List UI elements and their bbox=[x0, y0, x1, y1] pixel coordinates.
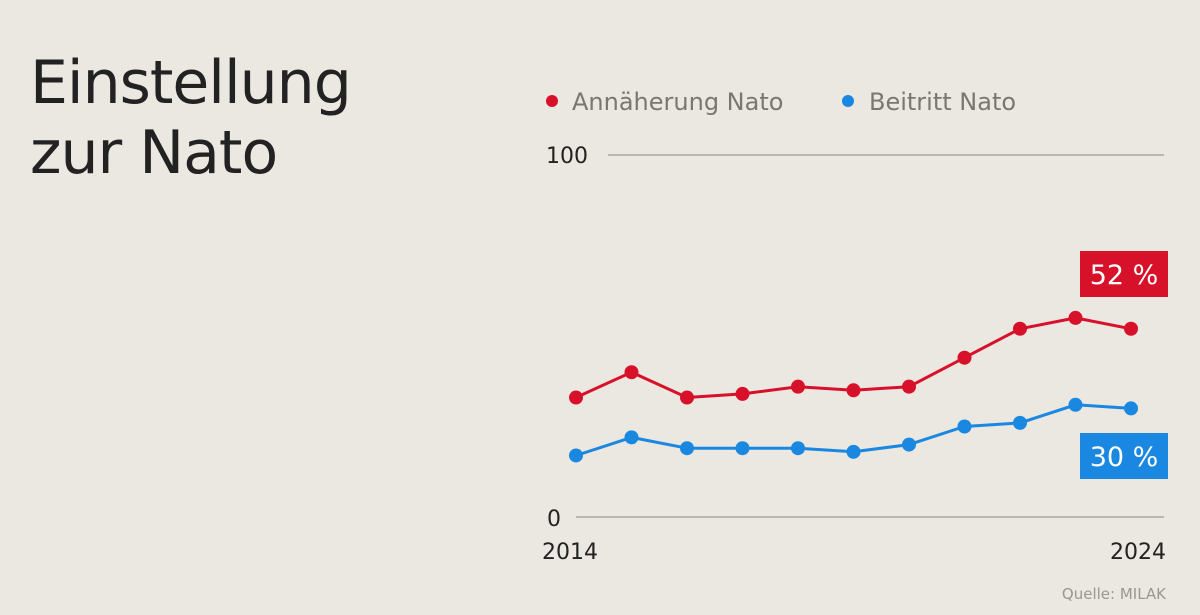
series-annaeherung bbox=[569, 310, 1138, 405]
data-point-annaeherung-2014 bbox=[569, 390, 583, 405]
data-point-annaeherung-2015 bbox=[624, 365, 639, 380]
end-label-annaeherung: 52 % bbox=[1080, 251, 1168, 297]
series-beitritt bbox=[569, 397, 1138, 463]
data-point-annaeherung-2021 bbox=[957, 350, 972, 365]
end-label-text-beitritt: 30 % bbox=[1090, 442, 1159, 473]
data-point-beitritt-2021 bbox=[957, 419, 972, 434]
legend-label-annaeherung: Annäherung Nato bbox=[572, 88, 783, 116]
legend-marker-beitritt bbox=[842, 95, 854, 107]
data-point-beitritt-2024 bbox=[1124, 401, 1138, 416]
end-label-beitritt: 30 % bbox=[1080, 433, 1168, 479]
y-tick-label-0: 0 bbox=[547, 507, 561, 532]
chart-title-line-2: zur Nato bbox=[30, 118, 278, 188]
data-point-annaeherung-2022 bbox=[1013, 321, 1027, 336]
data-point-annaeherung-2018 bbox=[791, 379, 805, 394]
data-point-beitritt-2018 bbox=[791, 441, 805, 456]
data-point-beitritt-2014 bbox=[569, 448, 583, 463]
chart-title: Einstellung zur Nato bbox=[30, 48, 352, 188]
data-point-beitritt-2015 bbox=[624, 430, 639, 445]
data-point-annaeherung-2020 bbox=[902, 379, 916, 394]
y-tick-label-100: 100 bbox=[546, 144, 588, 169]
chart-title-line-1: Einstellung bbox=[30, 48, 352, 118]
data-point-beitritt-2019 bbox=[846, 444, 861, 459]
legend-marker-annaeherung bbox=[546, 95, 558, 107]
data-point-beitritt-2022 bbox=[1013, 415, 1027, 430]
data-point-beitritt-2016 bbox=[680, 441, 694, 456]
data-point-beitritt-2023 bbox=[1068, 397, 1083, 412]
x-tick-label-2014: 2014 bbox=[542, 540, 598, 565]
data-point-annaeherung-2016 bbox=[680, 390, 694, 405]
axis-labels: 100 0 2014 2024 bbox=[542, 144, 1166, 565]
x-tick-label-2024: 2024 bbox=[1110, 540, 1166, 565]
legend: Annäherung Nato Beitritt Nato bbox=[546, 88, 1016, 116]
source-note: Quelle: MILAK bbox=[1061, 585, 1166, 603]
end-label-box-annaeherung bbox=[1080, 251, 1168, 297]
data-point-annaeherung-2019 bbox=[846, 383, 861, 398]
data-point-annaeherung-2023 bbox=[1068, 310, 1083, 325]
legend-label-beitritt: Beitritt Nato bbox=[869, 88, 1016, 116]
gridlines bbox=[576, 154, 1164, 518]
data-point-beitritt-2020 bbox=[902, 437, 916, 452]
end-label-box-beitritt bbox=[1080, 433, 1168, 479]
data-point-annaeherung-2024 bbox=[1124, 321, 1138, 336]
end-label-text-annaeherung: 52 % bbox=[1090, 260, 1159, 291]
data-point-annaeherung-2017 bbox=[735, 386, 750, 401]
series-layer: 52 % 30 % bbox=[569, 251, 1168, 479]
data-point-beitritt-2017 bbox=[735, 441, 750, 456]
